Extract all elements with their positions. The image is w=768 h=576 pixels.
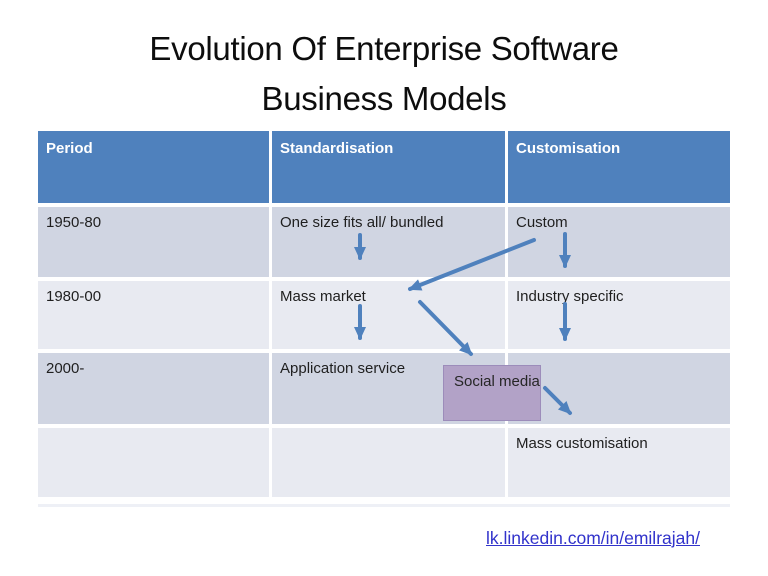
social-media-box: Social media: [443, 365, 541, 421]
table-cell: [272, 428, 505, 497]
table-cell: Mass market: [272, 281, 505, 349]
table-cell: Custom: [508, 207, 730, 277]
table-cell: Industry specific: [508, 281, 730, 349]
table-cell: Mass customisation: [508, 428, 730, 497]
header-customisation: Customisation: [508, 131, 730, 203]
header-standardisation: Standardisation: [272, 131, 505, 203]
header-period: Period: [38, 131, 269, 203]
table-cell: 1980-00: [38, 281, 269, 349]
table-cell: 1950-80: [38, 207, 269, 277]
page-title: Evolution Of Enterprise Software Busines…: [0, 24, 768, 124]
page-title-line1: Evolution Of Enterprise Software: [149, 30, 619, 67]
table-cell: One size fits all/ bundled: [272, 207, 505, 277]
table-bottom-border: [38, 504, 730, 507]
table-cell: 2000-: [38, 353, 269, 424]
evolution-table: Period Standardisation Customisation 195…: [38, 131, 730, 497]
table-cell: [38, 428, 269, 497]
page-title-line2: Business Models: [261, 80, 507, 117]
linkedin-profile-link[interactable]: lk.linkedin.com/in/emilrajah/: [486, 528, 700, 548]
table-cell: [508, 353, 730, 424]
